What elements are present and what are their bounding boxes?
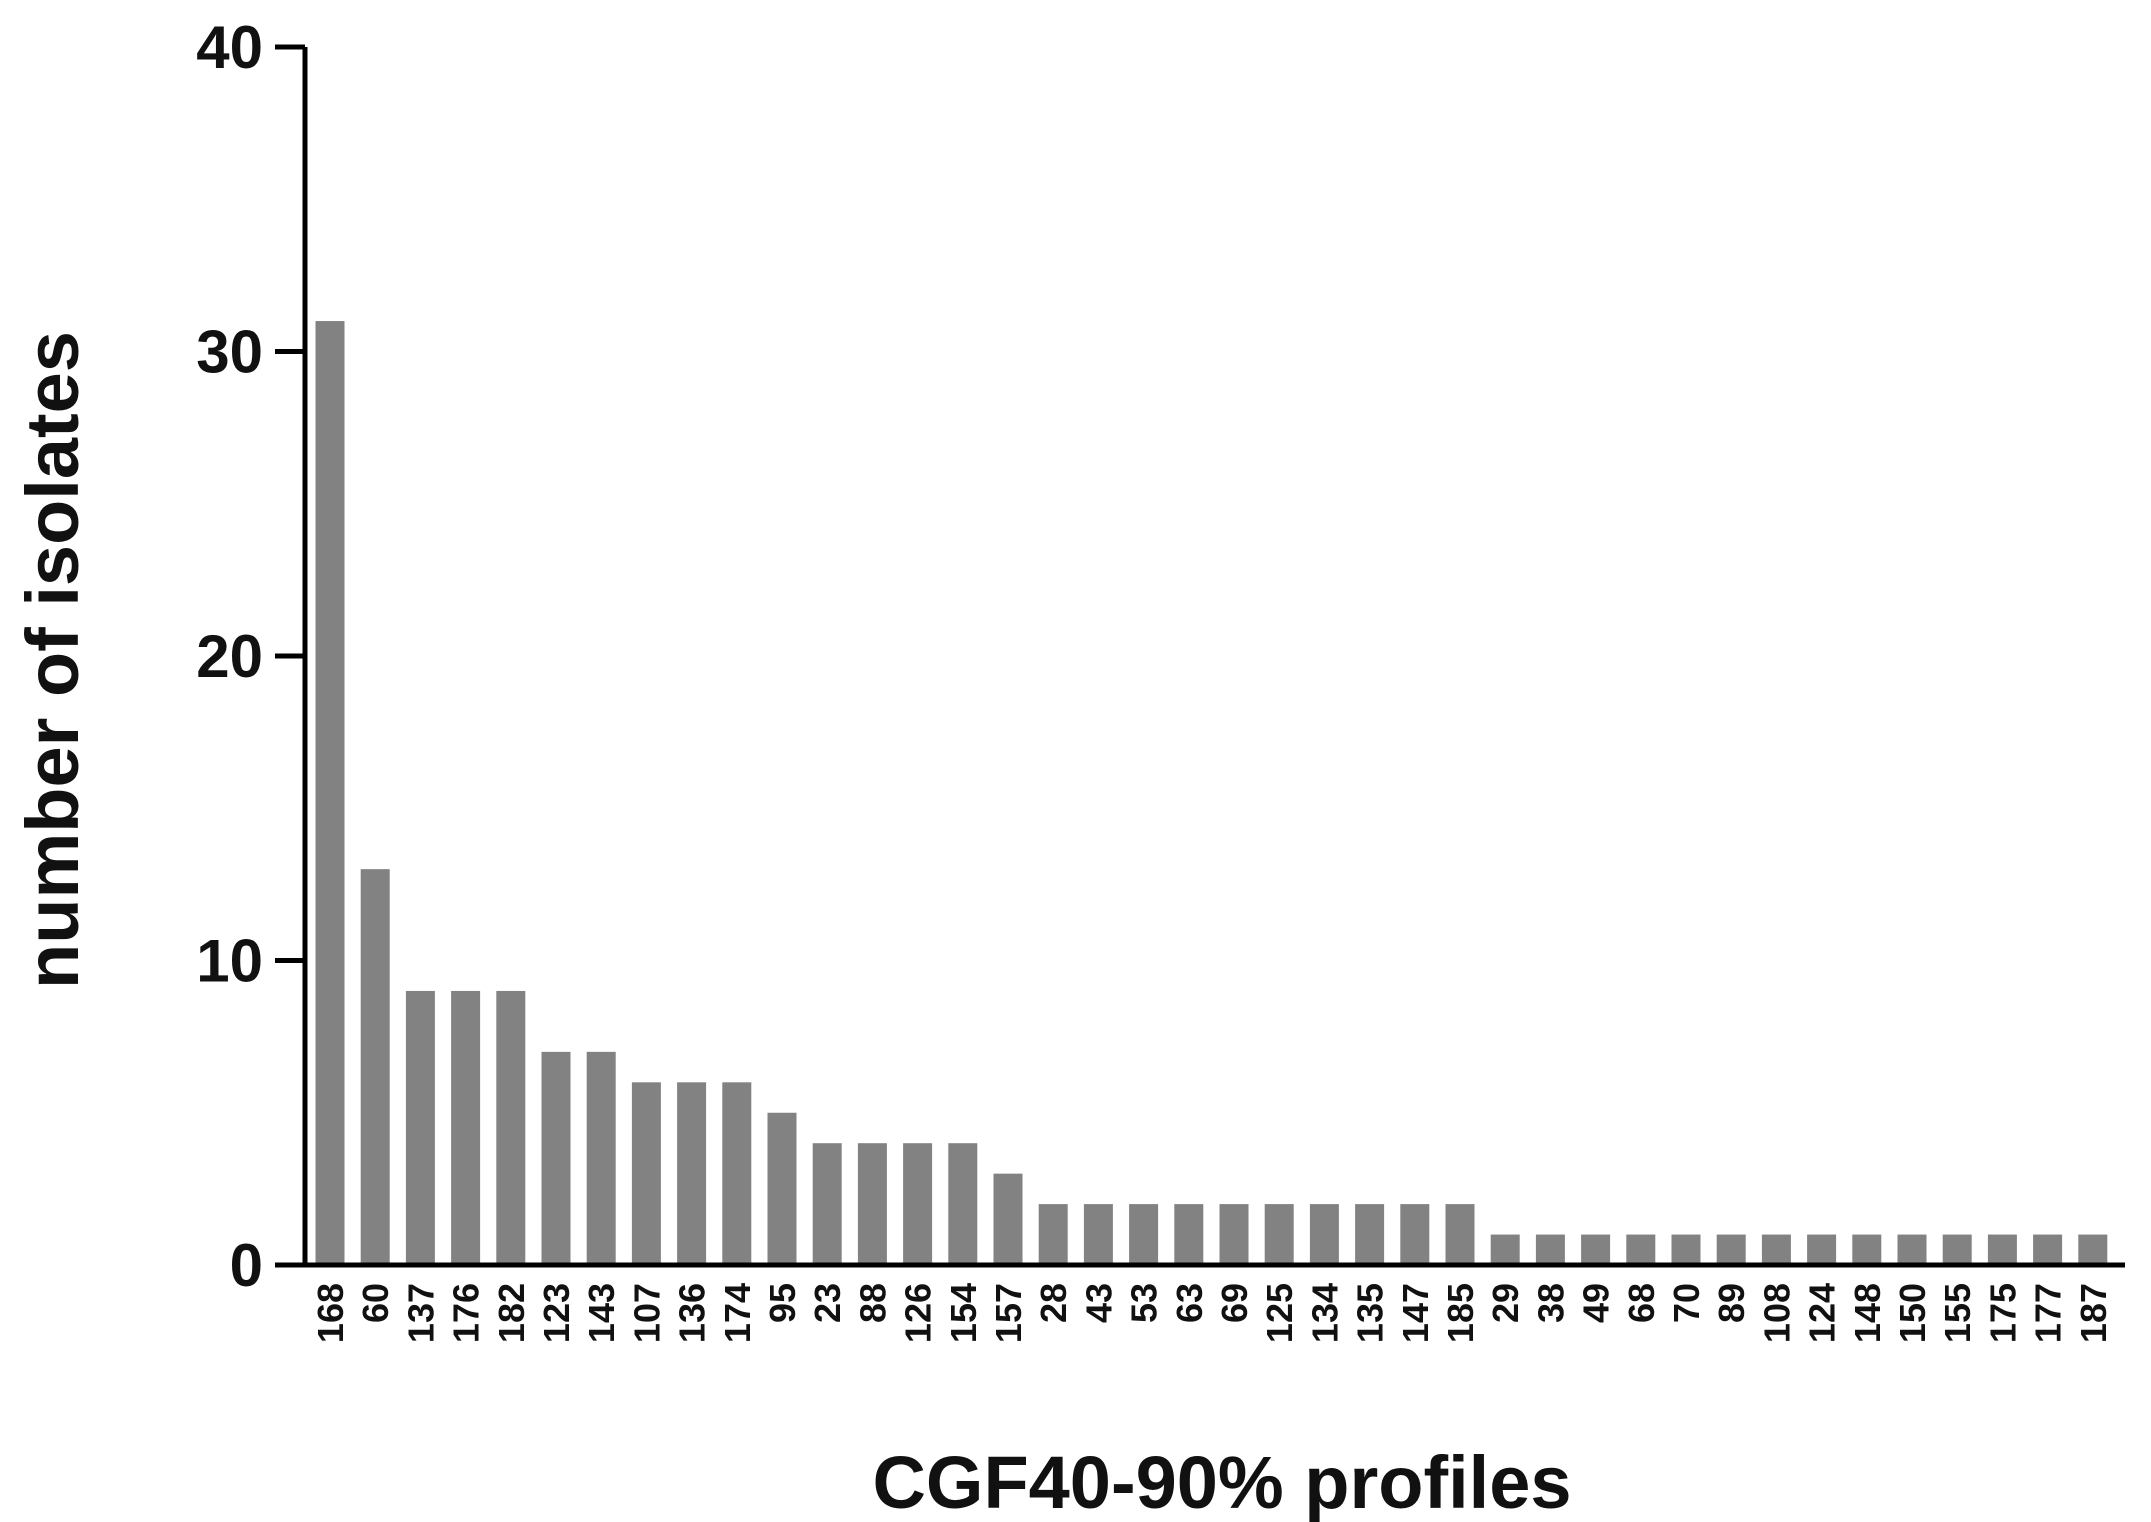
bar-89: [1716, 1234, 1746, 1265]
x-category-label: 95: [762, 1283, 803, 1323]
bar-63: [1174, 1204, 1204, 1265]
y-axis-title: number of isolates: [11, 331, 94, 989]
bar-135: [1355, 1204, 1385, 1265]
y-tick-label: 0: [230, 1232, 263, 1299]
bar-182: [496, 990, 526, 1265]
bar-168: [315, 321, 345, 1265]
x-category-label: 70: [1666, 1283, 1707, 1323]
bar-134: [1309, 1204, 1339, 1265]
x-axis-title: CGF40-90% profiles: [872, 1441, 1571, 1522]
x-category-label: 147: [1395, 1283, 1436, 1343]
x-category-label: 135: [1350, 1283, 1391, 1343]
x-category-label: 107: [626, 1283, 667, 1343]
x-category-labels: 168 60 137 176 182 123 143 107 136 174 95 23 88 126 15…: [310, 1283, 2114, 1343]
bars-layer: [315, 321, 2108, 1265]
x-category-label: 49: [1576, 1283, 1617, 1323]
x-category-label: 175: [1982, 1283, 2023, 1343]
x-category-label: 68: [1621, 1283, 1662, 1323]
bar-123: [541, 1051, 571, 1265]
bar-60: [360, 869, 390, 1265]
x-category-label: 176: [446, 1283, 487, 1343]
bar-69: [1219, 1204, 1249, 1265]
bar-157: [993, 1173, 1023, 1265]
x-category-label: 123: [536, 1283, 577, 1343]
x-category-label: 134: [1304, 1283, 1345, 1343]
bar-68: [1626, 1234, 1656, 1265]
y-tick-label: 10: [196, 928, 263, 995]
bar-29: [1490, 1234, 1520, 1265]
x-category-label: 125: [1259, 1283, 1300, 1343]
x-category-label: 29: [1485, 1283, 1526, 1323]
bar-143: [586, 1051, 616, 1265]
x-category-label: 168: [310, 1283, 351, 1343]
bar-88: [857, 1143, 887, 1265]
x-category-label: 23: [807, 1283, 848, 1323]
x-category-label: 185: [1440, 1283, 1481, 1343]
y-tick-label: 20: [196, 623, 263, 690]
bar-125: [1264, 1204, 1294, 1265]
y-tick-label: 30: [196, 319, 263, 386]
x-category-label: 182: [491, 1283, 532, 1343]
x-category-label: 155: [1937, 1283, 1978, 1343]
x-category-label: 53: [1124, 1283, 1165, 1323]
bar-185: [1445, 1204, 1475, 1265]
x-category-label: 89: [1711, 1283, 1752, 1323]
x-category-label: 177: [2028, 1283, 2069, 1343]
bar-23: [812, 1143, 842, 1265]
x-category-label: 60: [355, 1283, 396, 1323]
bar-175: [1987, 1234, 2017, 1265]
bar-126: [903, 1143, 933, 1265]
bar-49: [1581, 1234, 1611, 1265]
x-category-label: 137: [400, 1283, 441, 1343]
x-category-label: 38: [1530, 1283, 1571, 1323]
y-ticks: 0 10 20 30 40: [196, 14, 305, 1299]
bar-174: [722, 1082, 752, 1265]
x-category-label: 187: [2073, 1283, 2114, 1343]
x-category-label: 124: [1802, 1283, 1843, 1343]
bar-155: [1942, 1234, 1972, 1265]
x-category-label: 150: [1892, 1283, 1933, 1343]
bar-150: [1897, 1234, 1927, 1265]
bar-154: [948, 1143, 978, 1265]
x-category-label: 154: [943, 1283, 984, 1343]
x-category-label: 136: [672, 1283, 713, 1343]
x-category-label: 157: [988, 1283, 1029, 1343]
x-category-label: 108: [1756, 1283, 1797, 1343]
x-category-label: 28: [1033, 1283, 1074, 1323]
bar-176: [451, 990, 481, 1265]
x-category-label: 43: [1078, 1283, 1119, 1323]
x-category-label: 126: [898, 1283, 939, 1343]
x-category-label: 88: [852, 1283, 893, 1323]
x-category-label: 69: [1214, 1283, 1255, 1323]
bar-136: [677, 1082, 707, 1265]
x-category-label: 148: [1847, 1283, 1888, 1343]
bar-107: [631, 1082, 661, 1265]
axes-layer: [302, 47, 2125, 1268]
bar-124: [1807, 1234, 1837, 1265]
bar-53: [1129, 1204, 1159, 1265]
bar-108: [1761, 1234, 1791, 1265]
bar-28: [1038, 1204, 1068, 1265]
bar-38: [1535, 1234, 1565, 1265]
bar-177: [2033, 1234, 2063, 1265]
x-category-label: 174: [717, 1283, 758, 1343]
bar-148: [1852, 1234, 1882, 1265]
bar-43: [1083, 1204, 1113, 1265]
bar-147: [1400, 1204, 1430, 1265]
bar-70: [1671, 1234, 1701, 1265]
bar-95: [767, 1112, 797, 1265]
bar-187: [2078, 1234, 2108, 1265]
y-tick-label: 40: [196, 14, 263, 81]
x-category-label: 143: [581, 1283, 622, 1343]
x-category-label: 63: [1169, 1283, 1210, 1323]
bar-137: [405, 990, 435, 1265]
